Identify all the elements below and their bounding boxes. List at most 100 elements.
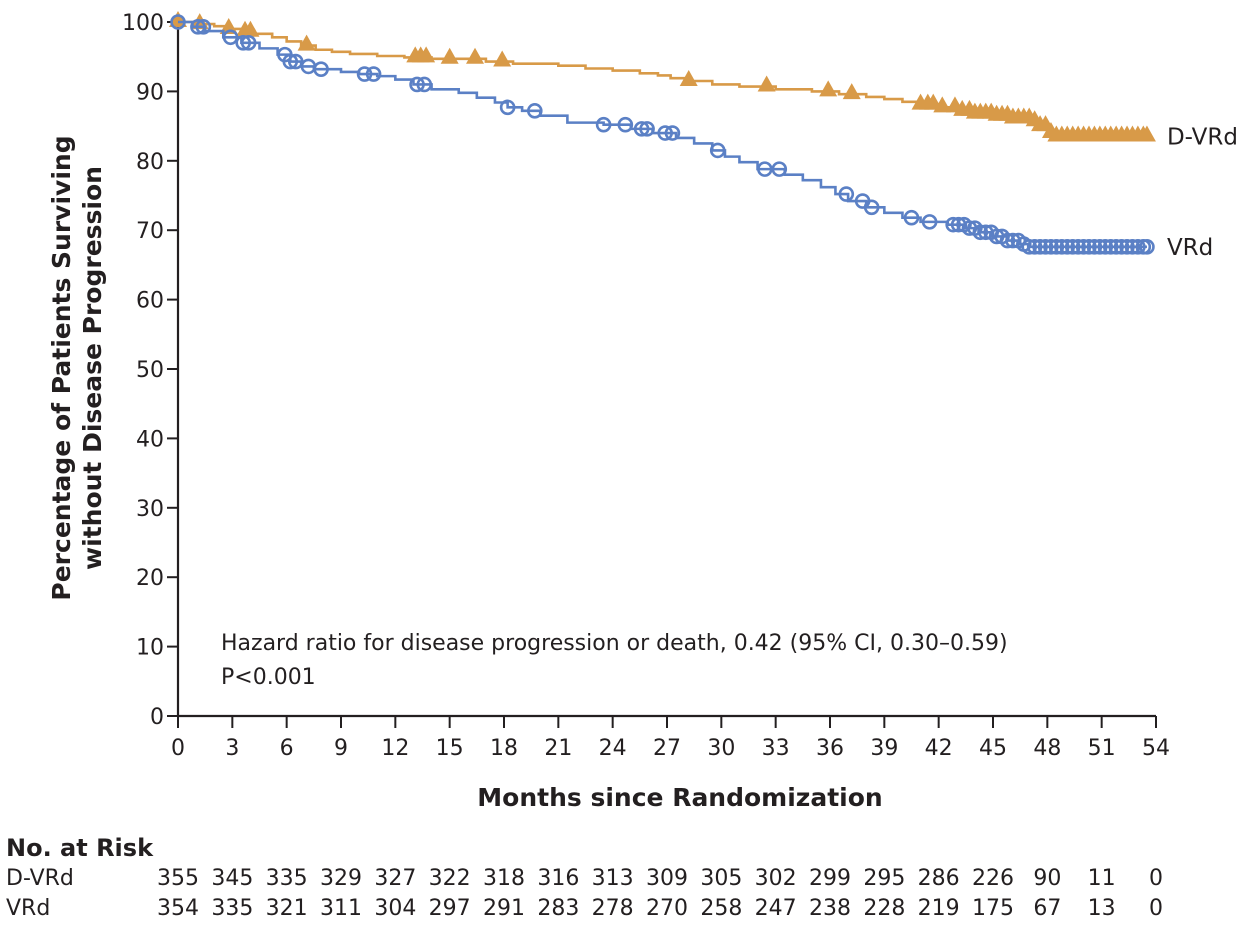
risk-value: 304 — [374, 896, 417, 921]
x-tick-label: 48 — [1033, 736, 1061, 761]
risk-table-title: No. at Risk — [6, 834, 154, 862]
censor-marker — [222, 29, 239, 46]
censor-marker — [639, 121, 655, 137]
risk-value: 327 — [374, 866, 417, 891]
x-tick-label: 36 — [816, 736, 844, 761]
censor-marker — [1113, 239, 1130, 255]
y-tick-label: 0 — [150, 705, 164, 730]
risk-value: 345 — [211, 866, 254, 891]
censor-marker — [1137, 125, 1156, 142]
x-tick-label: 42 — [925, 736, 953, 761]
x-tick-label: 0 — [171, 736, 185, 761]
risk-table-rows: D-VRd 355 345 335 329 327 322 318 316 313 309 305 30… — [6, 864, 1246, 924]
censor-marker — [1048, 239, 1065, 255]
x-tick-label: 54 — [1142, 736, 1170, 761]
risk-value: 329 — [320, 866, 362, 891]
risk-value: 305 — [700, 866, 743, 891]
censor-marker — [1059, 239, 1076, 255]
censor-marker — [282, 53, 299, 70]
censor-marker — [287, 53, 304, 70]
censor-marker — [921, 214, 938, 230]
censor-marker — [972, 224, 989, 241]
risk-value: 311 — [320, 896, 362, 921]
censor-marker — [664, 125, 681, 141]
risk-value: 247 — [754, 896, 797, 921]
censor-marker — [1021, 239, 1038, 255]
censor-marker — [657, 125, 673, 141]
risk-value: 0 — [1149, 866, 1163, 891]
censor-marker — [757, 75, 776, 92]
risk-value: 297 — [428, 896, 471, 921]
censor-marker — [240, 35, 257, 51]
risk-row-label: VRd — [6, 896, 51, 921]
risk-value: 295 — [863, 866, 906, 891]
censor-marker — [1130, 239, 1146, 255]
x-tick-label: 39 — [870, 736, 898, 761]
censor-marker — [417, 46, 436, 63]
p-value-annotation: P<0.001 — [221, 665, 316, 690]
risk-value: 313 — [591, 866, 634, 891]
risk-row-d-vrd: D-VRd 355 345 335 329 327 322 318 316 313 309 305 30… — [6, 864, 1246, 894]
risk-value: 219 — [917, 896, 960, 921]
censor-marker — [1139, 239, 1155, 255]
censor-marker — [1064, 239, 1081, 255]
censor-marker — [1086, 239, 1103, 255]
censor-marker — [1054, 239, 1070, 255]
censor-marker — [1108, 239, 1124, 255]
censor-marker — [313, 61, 329, 77]
x-tick-label: 21 — [544, 736, 572, 761]
risk-value: 302 — [754, 866, 797, 891]
censor-marker — [771, 161, 788, 177]
censor-marker — [1092, 239, 1108, 255]
censor-marker — [466, 47, 485, 64]
censor-marker — [1124, 239, 1141, 255]
y-axis: 0 10 20 30 40 50 60 70 80 90 100 — [122, 11, 180, 730]
y-tick-label: 10 — [136, 636, 164, 661]
censor-marker — [1102, 239, 1119, 255]
censor-marker — [863, 199, 880, 216]
y-tick-label: 60 — [136, 289, 164, 314]
risk-value: 13 — [1087, 896, 1116, 921]
risk-value: 90 — [1033, 866, 1062, 891]
censor-marker — [838, 186, 855, 202]
censor-marker — [416, 76, 433, 93]
y-axis-title-line1: Percentage of Patients Surviving — [47, 135, 76, 600]
censor-marker — [933, 96, 952, 113]
censor-marker — [617, 116, 634, 133]
censor-marker — [493, 50, 512, 67]
censor-marker — [190, 19, 206, 35]
censor-marker — [1070, 239, 1086, 255]
risk-value: 299 — [809, 866, 851, 891]
censor-marker — [499, 99, 516, 116]
censor-marker — [1043, 239, 1059, 255]
risk-value: 238 — [809, 896, 851, 921]
censor-marker — [999, 232, 1016, 249]
x-tick-label: 51 — [1088, 736, 1116, 761]
censor-marker — [526, 103, 543, 119]
x-tick-label: 18 — [490, 736, 518, 761]
y-tick-label: 20 — [136, 566, 164, 591]
risk-value: 335 — [265, 866, 308, 891]
series-label-d-vrd: D-VRd — [1167, 125, 1238, 151]
x-axis-title: Months since Randomization — [477, 783, 882, 812]
x-tick-label: 15 — [436, 736, 464, 761]
censor-marker — [945, 216, 961, 233]
censor-marker — [409, 76, 425, 93]
series-vrd: VRd — [170, 14, 1213, 261]
censor-marker — [1075, 239, 1092, 255]
risk-value: 283 — [537, 896, 580, 921]
y-tick-label: 30 — [136, 497, 164, 522]
censor-marker — [819, 80, 838, 97]
censor-marker — [756, 161, 773, 177]
risk-value: 318 — [483, 866, 525, 891]
y-tick-label: 50 — [136, 358, 164, 383]
risk-value: 258 — [700, 896, 743, 921]
y-tick-label: 100 — [122, 11, 164, 36]
series-layer: D-VRd VRd — [169, 11, 1238, 261]
y-tick-label: 80 — [136, 150, 164, 175]
censor-marker — [679, 69, 698, 86]
censor-marker — [1032, 239, 1048, 255]
x-tick-label: 12 — [381, 736, 409, 761]
censor-marker — [297, 34, 316, 51]
censor-marker — [903, 209, 920, 226]
